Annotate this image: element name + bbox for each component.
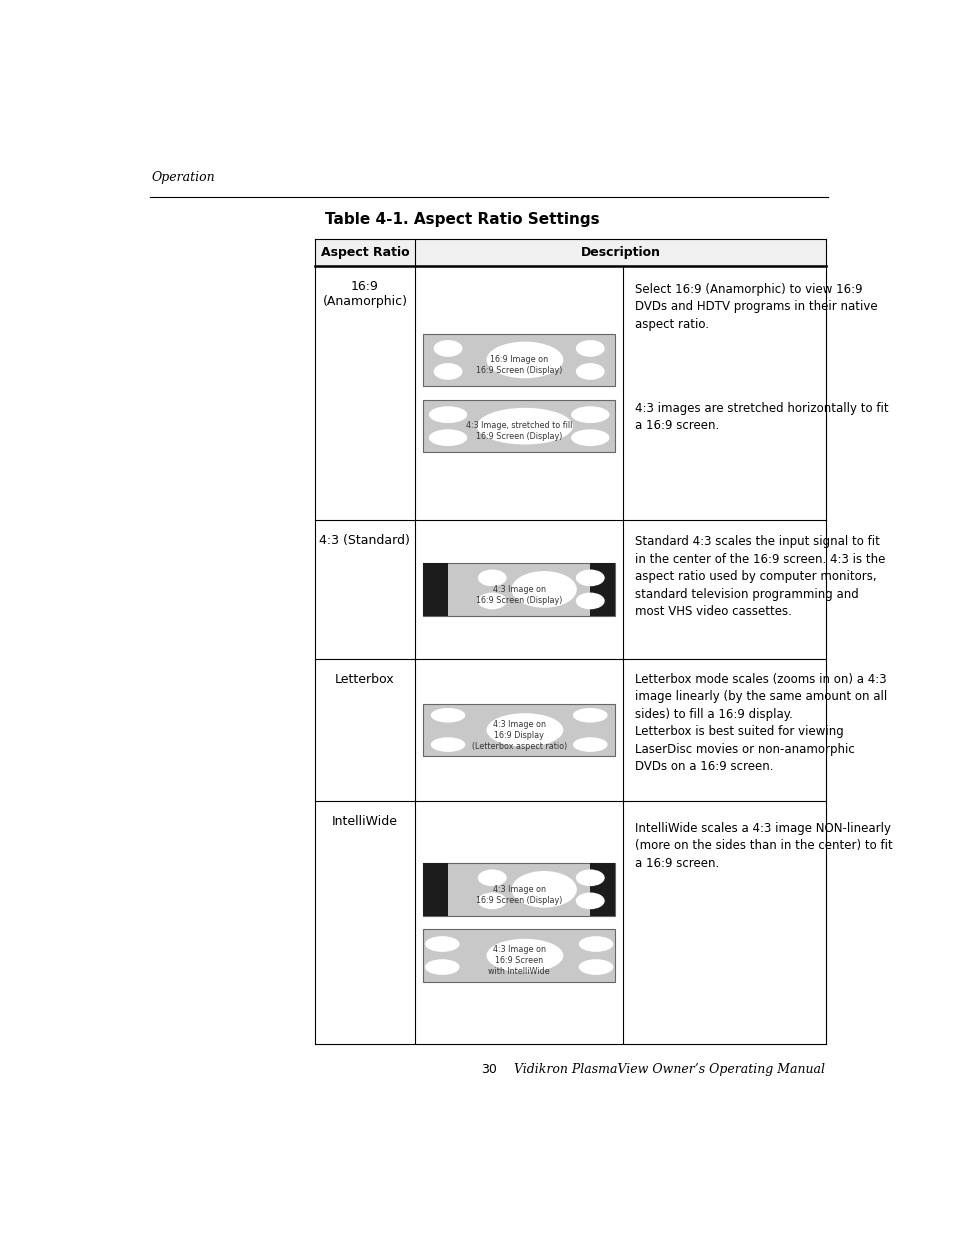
Bar <box>314 240 825 266</box>
Text: 16:9
(Anamorphic): 16:9 (Anamorphic) <box>322 280 407 308</box>
Text: Aspect Ratio: Aspect Ratio <box>320 246 409 259</box>
Ellipse shape <box>576 869 604 887</box>
Ellipse shape <box>576 593 604 609</box>
Ellipse shape <box>477 569 506 587</box>
Text: 4:3 Image on
16:9 Display
(Letterbox aspect ratio): 4:3 Image on 16:9 Display (Letterbox asp… <box>471 720 566 751</box>
Bar <box>422 333 615 387</box>
Ellipse shape <box>431 708 465 722</box>
Text: Letterbox mode scales (zooms in on) a 4:3
image linearly (by the same amount on : Letterbox mode scales (zooms in on) a 4:… <box>634 673 886 773</box>
Ellipse shape <box>477 593 506 609</box>
Ellipse shape <box>486 342 563 378</box>
Ellipse shape <box>434 363 462 380</box>
Bar <box>590 863 615 915</box>
Text: Letterbox: Letterbox <box>335 673 395 685</box>
Ellipse shape <box>571 406 609 424</box>
Text: 4:3 Image on
16:9 Screen
with IntelliWide: 4:3 Image on 16:9 Screen with IntelliWid… <box>488 945 549 977</box>
Ellipse shape <box>424 936 459 952</box>
Ellipse shape <box>511 871 577 908</box>
Ellipse shape <box>486 713 563 747</box>
Ellipse shape <box>578 960 613 974</box>
Ellipse shape <box>573 737 607 752</box>
Text: 4:3 (Standard): 4:3 (Standard) <box>319 534 410 547</box>
Bar <box>422 863 448 915</box>
Ellipse shape <box>576 340 604 357</box>
Ellipse shape <box>477 893 506 909</box>
Text: Vidikron PlasmaView Owner’s Operating Manual: Vidikron PlasmaView Owner’s Operating Ma… <box>513 1063 823 1077</box>
Ellipse shape <box>576 569 604 587</box>
Ellipse shape <box>576 363 604 380</box>
Ellipse shape <box>486 939 563 972</box>
Text: 16:9 Image on
16:9 Screen (Display): 16:9 Image on 16:9 Screen (Display) <box>476 356 561 375</box>
Ellipse shape <box>511 571 577 608</box>
Bar <box>422 400 615 452</box>
Bar <box>422 930 615 982</box>
Text: Select 16:9 (Anamorphic) to view 16:9
DVDs and HDTV programs in their native
asp: Select 16:9 (Anamorphic) to view 16:9 DV… <box>634 283 877 331</box>
Text: 30: 30 <box>480 1063 497 1077</box>
Text: 4:3 images are stretched horizontally to fit
a 16:9 screen.: 4:3 images are stretched horizontally to… <box>634 401 887 432</box>
Bar <box>422 863 615 915</box>
Text: Operation: Operation <box>152 172 215 184</box>
Text: 4:3 Image on
16:9 Screen (Display): 4:3 Image on 16:9 Screen (Display) <box>476 884 561 904</box>
Ellipse shape <box>428 406 467 424</box>
Bar <box>422 563 448 615</box>
Bar <box>590 563 615 615</box>
Ellipse shape <box>428 430 467 446</box>
Ellipse shape <box>571 430 609 446</box>
Bar <box>422 704 615 756</box>
Text: IntelliWide scales a 4:3 image NON-linearly
(more on the sides than in the cente: IntelliWide scales a 4:3 image NON-linea… <box>634 823 891 869</box>
Text: Description: Description <box>580 246 660 259</box>
Ellipse shape <box>578 936 613 952</box>
Text: Table 4-1. Aspect Ratio Settings: Table 4-1. Aspect Ratio Settings <box>324 212 598 227</box>
Ellipse shape <box>477 869 506 887</box>
Text: 4:3 Image, stretched to fill
16:9 Screen (Display): 4:3 Image, stretched to fill 16:9 Screen… <box>465 421 572 441</box>
Ellipse shape <box>424 960 459 974</box>
Text: 4:3 Image on
16:9 Screen (Display): 4:3 Image on 16:9 Screen (Display) <box>476 584 561 605</box>
Bar <box>422 563 615 615</box>
Ellipse shape <box>576 893 604 909</box>
Text: Standard 4:3 scales the input signal to fit
in the center of the 16:9 screen. 4:: Standard 4:3 scales the input signal to … <box>634 535 884 618</box>
Ellipse shape <box>573 708 607 722</box>
Ellipse shape <box>434 340 462 357</box>
Ellipse shape <box>431 737 465 752</box>
Text: IntelliWide: IntelliWide <box>332 815 397 827</box>
Ellipse shape <box>476 408 573 445</box>
